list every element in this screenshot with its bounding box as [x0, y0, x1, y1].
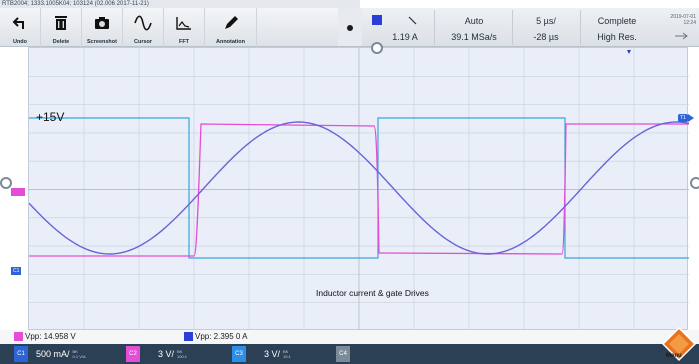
toolbar: Undo Delete Screenshot Cursor FFT Annota…: [0, 8, 338, 47]
left-offset-handle[interactable]: [0, 177, 12, 189]
waveform-canvas: [29, 48, 689, 331]
channel-2-tag: C2: [126, 346, 140, 362]
channel-1-scale: 500 mA/: [36, 349, 70, 359]
acquisition-panel[interactable]: 1.19 A Auto 39.1 MSa/s 5 µs/ -28 µs Comp…: [362, 8, 699, 47]
trigger-level: 1.19 A: [392, 32, 418, 42]
acquisition-mode[interactable]: High Res.: [597, 32, 637, 42]
date: 2019-07-01: [670, 14, 696, 20]
instrument-title: RTB2004; 1333.1005K04; 103124 (02.006 20…: [0, 0, 360, 8]
channel-2-offset-marker[interactable]: [11, 188, 25, 196]
graticule-grid: [29, 48, 689, 331]
cursor-label: Cursor: [133, 39, 153, 45]
gate-drive-trace-pink: [29, 123, 689, 257]
channel-3-settings[interactable]: C3 3 V/ BK 10:1: [232, 346, 291, 362]
undo-button[interactable]: Undo: [0, 8, 41, 47]
screenshot-button[interactable]: Screenshot: [82, 8, 123, 47]
date-time: 2019-07-01 12:24: [670, 14, 696, 26]
channel-3-scale: 3 V/: [264, 349, 281, 359]
camera-icon: [95, 17, 109, 29]
vpp-blue-value: Vpp: 2.395 0 A: [195, 332, 248, 341]
delete-label: Delete: [52, 39, 70, 45]
screenshot-label: Screenshot: [87, 39, 117, 45]
cursor-wave-icon: [134, 15, 152, 31]
toolbar-separator: [338, 8, 362, 47]
trigger-level-marker[interactable]: T1: [678, 114, 694, 122]
indicator-dot: [347, 25, 353, 31]
voltage-marker-label: +15V: [36, 110, 65, 124]
waveform-display[interactable]: +15V Inductor current & gate Drives: [28, 42, 689, 331]
trash-icon: [55, 16, 67, 30]
blue-swatch: [184, 332, 193, 341]
trigger-slope-icon: [408, 16, 417, 25]
trigger-channel-swatch: [372, 15, 382, 25]
measurement-vpp-blue[interactable]: Vpp: 2.395 0 A: [184, 332, 248, 341]
sample-rate: 39.1 MSa/s: [451, 32, 497, 42]
trigger-marker-icon: [627, 50, 631, 54]
horizontal-position[interactable]: -28 µs: [533, 32, 559, 42]
channel-2-settings[interactable]: C2 3 V/ BK 100:1: [126, 346, 187, 362]
channel-bar: C1 500 mA/ BK 0.1 V/A C2 3 V/ BK 100:1 C3 …: [0, 344, 699, 364]
right-offset-handle[interactable]: [690, 177, 699, 189]
channel-1-offset-marker[interactable]: C1: [11, 267, 22, 275]
channel-1-probe: BK 0.1 V/A: [72, 349, 86, 359]
menu-button[interactable]: [661, 326, 697, 362]
fft-label: FFT: [178, 39, 190, 45]
acquisition-status: Complete: [597, 16, 637, 26]
pen-icon: [224, 16, 238, 29]
time: 12:24: [683, 20, 696, 26]
fft-icon: [176, 17, 191, 30]
annotation-text[interactable]: Inductor current & gate Drives: [316, 288, 429, 298]
channel-4-settings[interactable]: C4: [336, 346, 350, 362]
vpp-pink-value: Vpp: 14.958 V: [25, 332, 76, 341]
undo-label: Undo: [12, 39, 28, 45]
measurement-vpp-pink[interactable]: Vpp: 14.958 V: [14, 332, 76, 341]
channel-3-probe: BK 10:1: [283, 349, 291, 359]
measurement-bar: Vpp: 14.958 V Vpp: 2.395 0 A: [0, 330, 699, 344]
channel-2-scale: 3 V/: [158, 349, 175, 359]
undo-icon: [12, 17, 24, 29]
channel-2-probe: BK 100:1: [177, 349, 188, 359]
trigger-position-handle[interactable]: [371, 42, 383, 54]
usb-icon: [675, 32, 688, 40]
menu-label: Menu: [666, 353, 682, 359]
annotation-button[interactable]: Annotation: [205, 8, 257, 47]
annotation-label: Annotation: [215, 39, 246, 45]
channel-1-settings[interactable]: C1 500 mA/ BK 0.1 V/A: [14, 346, 86, 362]
cursor-button[interactable]: Cursor: [123, 8, 164, 47]
channel-4-tag: C4: [336, 346, 350, 362]
timebase[interactable]: 5 µs/: [536, 16, 556, 26]
channel-3-tag: C3: [232, 346, 246, 362]
pink-swatch: [14, 332, 23, 341]
inductor-current-trace: [29, 121, 689, 255]
channel-1-tag: C1: [14, 346, 28, 362]
fft-button[interactable]: FFT: [164, 8, 205, 47]
trigger-mode[interactable]: Auto: [464, 16, 484, 26]
delete-button[interactable]: Delete: [41, 8, 82, 47]
